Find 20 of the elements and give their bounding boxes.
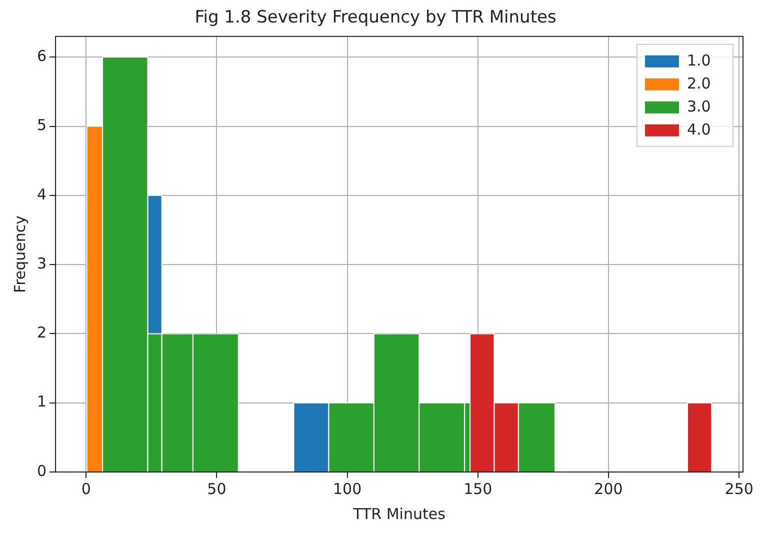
- y-tick-label: 5: [36, 116, 47, 134]
- x-tick-label: 0: [81, 480, 91, 498]
- x-tick-label: 100: [332, 480, 362, 498]
- chart-title: Fig 1.8 Severity Frequency by TTR Minutes: [194, 8, 556, 28]
- y-tick-label: 0: [36, 462, 47, 480]
- legend-label: 3.0: [687, 97, 711, 116]
- y-tick-label: 3: [36, 254, 47, 272]
- y-tick-label: 4: [36, 185, 47, 204]
- legend-label: 1.0: [687, 51, 711, 70]
- y-axis-title: Frequency: [10, 215, 29, 293]
- y-tick-label: 2: [36, 324, 47, 342]
- y-tick-label: 1: [36, 392, 47, 411]
- x-tick-label: 200: [594, 480, 623, 498]
- x-tick-label: 150: [464, 480, 492, 498]
- y-tick-label: 6: [36, 47, 47, 66]
- x-axis-title: TTR Minutes: [352, 504, 446, 523]
- x-tick-label: 250: [724, 480, 754, 498]
- x-tick-label: 50: [207, 480, 226, 498]
- legend-label: 4.0: [687, 120, 711, 138]
- legend-label: 2.0: [687, 74, 711, 92]
